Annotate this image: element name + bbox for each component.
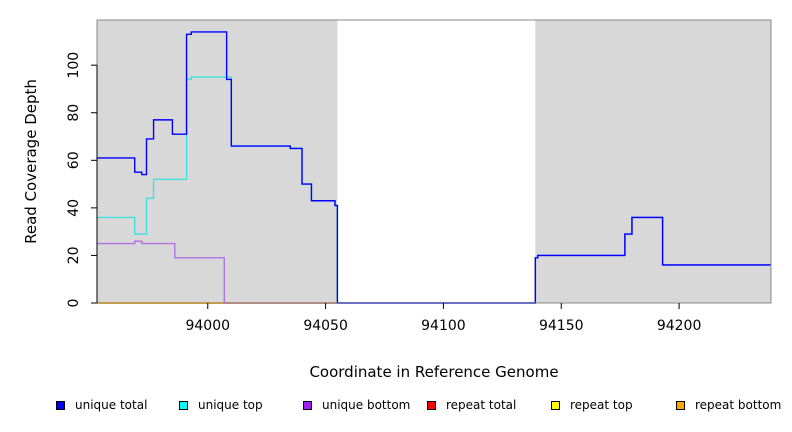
legend-swatch	[427, 400, 436, 410]
legend-swatch	[56, 400, 65, 410]
legend-label: repeat total	[446, 398, 517, 412]
legend-label: unique total	[75, 398, 148, 412]
y-tick-label: 20	[66, 247, 82, 265]
legend-item: repeat bottom	[676, 398, 781, 412]
legend-item: unique total	[56, 398, 147, 412]
y-axis-title: Read Coverage Depth	[22, 79, 40, 244]
y-tick-label: 60	[66, 151, 82, 169]
shaded-region-1	[97, 20, 338, 303]
series-unique-total	[97, 31, 771, 304]
legend-item: unique top	[179, 398, 263, 412]
x-tick-label: 94200	[657, 318, 702, 334]
x-axis-title: Coordinate in Reference Genome	[309, 363, 558, 381]
x-tick-label: 94150	[539, 318, 584, 334]
coverage-chart: 0 20 40 60 80 100 94000 94050 94100 94150 94200 Coo…	[22, 19, 772, 381]
y-tick-label: 40	[66, 199, 82, 217]
y-tick-label: 100	[66, 52, 82, 79]
legend-item: unique bottom	[303, 398, 410, 412]
legend-swatch	[179, 400, 188, 410]
legend-label: repeat bottom	[695, 398, 782, 412]
legend-swatch	[551, 400, 560, 410]
legend-label: unique top	[198, 398, 263, 412]
legend-label: unique bottom	[322, 398, 411, 412]
y-tick-label: 80	[66, 104, 82, 122]
x-tick-label: 94100	[421, 318, 466, 334]
legend-item: repeat total	[427, 398, 516, 412]
legend-item: repeat top	[551, 398, 633, 412]
chart-legend: unique total unique top unique bottom repea…	[0, 398, 792, 420]
shaded-region-2	[535, 20, 771, 303]
x-tick-label: 94050	[303, 318, 348, 334]
legend-swatch	[676, 400, 685, 410]
legend-label: repeat top	[570, 398, 633, 412]
x-tick-label: 94000	[185, 318, 230, 334]
legend-swatch	[303, 400, 312, 410]
y-tick-label: 0	[66, 299, 82, 308]
